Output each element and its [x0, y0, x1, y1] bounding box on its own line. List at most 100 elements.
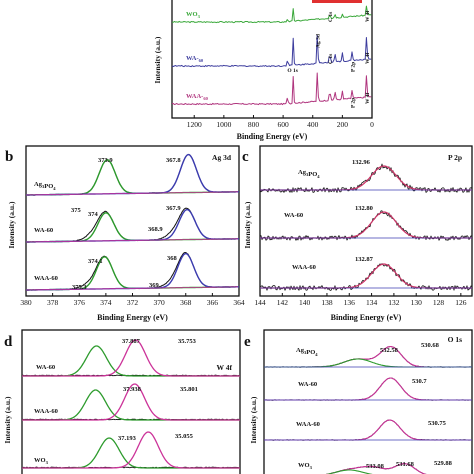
w4f-peak-label: 35.801 [180, 386, 198, 393]
survey-x-tick-label: 1200 [187, 120, 202, 129]
survey-x-tick-label: 400 [307, 120, 319, 129]
ag3d-raw-spectrum [26, 252, 240, 291]
ag3d-y-axis-title: Intensity (a.u.) [7, 201, 16, 248]
survey-annotation-p2p: P 2p [350, 62, 356, 72]
survey-annotation-w4f: W 4f [365, 92, 371, 104]
ag3d-peak-label: 374 [88, 211, 99, 218]
survey-annotation-p2p: P 2p [350, 98, 356, 108]
ag3d-sample-label-wa60: WA-60 [34, 227, 53, 234]
ag3d-x-axis-title: Binding Energy (eV) [97, 313, 168, 322]
p2p-sample-label-waa60: WAA-60 [292, 264, 316, 271]
w4f-fit-peak-4f52 [22, 345, 240, 377]
ag3d-panel-title: Ag 3d [212, 153, 232, 162]
o1s-peak-label: 530.7 [412, 378, 427, 385]
survey-y-axis-title: Intensity (a.u.) [153, 36, 162, 83]
ag3d-x-tick-label: 374 [100, 298, 112, 307]
o1s-sample-label-waa60: WAA-60 [296, 421, 320, 428]
survey-x-tick-label: 0 [370, 120, 374, 129]
ag3d-x-tick-label: 370 [154, 298, 166, 307]
p2p-fit-envelope [260, 165, 472, 191]
o1s-fit-peak-secondary [325, 469, 373, 474]
ag3d-x-tick-label: 368 [180, 298, 192, 307]
w4f-peak-label: 35.055 [175, 433, 194, 440]
o1s-peak-label: 530.68 [421, 342, 440, 349]
survey-x-axis-title: Binding Energy (eV) [237, 132, 308, 141]
survey-series-label: WO3 [186, 11, 201, 19]
ag3d-peak-label: 367.8 [166, 157, 181, 164]
ag3d-peak-label: 367.9 [166, 205, 181, 212]
p2p-sample-label-ag3po4: Ag3PO4 [298, 169, 320, 179]
o1s-peak-label: 531.68 [396, 461, 415, 468]
survey-annotation-c1s: C 1s [328, 54, 334, 64]
o1s-raw-spectrum [264, 377, 473, 401]
ag3d-peak-label: 375.3 [72, 284, 87, 291]
ag3d-fit-peak-3d32 [26, 208, 239, 243]
w4f-peak-label: 37.938 [123, 386, 142, 393]
survey-series-line [171, 34, 372, 68]
ag3d-peak-label: 368 [167, 255, 178, 262]
survey-annotation-c1s: C 1s [328, 12, 334, 22]
ag3d-frame [25, 145, 240, 297]
w4f-peak-label: 35.753 [178, 338, 197, 345]
survey-annotation-ag3d: Ag 3d [315, 34, 321, 48]
p2p-x-tick-label: 140 [299, 298, 311, 307]
o1s-sample-label-wa60: WA-60 [298, 381, 317, 388]
survey-annotation-w4f: W 4f [365, 52, 371, 64]
w4f-sample-label-waa60: WAA-60 [34, 408, 58, 415]
ag3d-peak-label: 373.9 [98, 157, 113, 164]
o1s-peak-label: 533.08 [366, 463, 385, 470]
p2p-x-tick-label: 134 [366, 298, 378, 307]
p2p-x-tick-label: 144 [254, 298, 266, 307]
w4f-peak-label: 37.193 [118, 435, 137, 442]
o1s-peak-label: 532.58 [380, 347, 399, 354]
ag3d-background [26, 191, 238, 196]
survey-series-label: WAA-60 [186, 93, 209, 101]
p2p-raw-spectrum [259, 163, 473, 193]
w4f-sample-label-wo3: WO3 [34, 457, 49, 465]
o1s-fit-peak-secondary [264, 358, 472, 368]
p2p-sample-label-wa60: WA-60 [284, 212, 303, 219]
ag3d-fit-peak-3d32 [26, 252, 239, 291]
o1s-sample-label-ag3po4: Ag3PO4 [296, 347, 318, 357]
p2p-peak-label: 132.80 [355, 205, 373, 212]
o1s-y-axis-title: Intensity (a.u.) [249, 396, 258, 443]
w4f-frame [21, 329, 241, 474]
ag3d-peak-label: 375 [71, 207, 82, 214]
p2p-x-tick-label: 130 [411, 298, 423, 307]
survey-series-line [172, 72, 372, 106]
w4f-fit-peak-4f72 [22, 431, 240, 469]
survey-series-line [171, 5, 372, 24]
p2p-frame [259, 145, 473, 297]
o1s-panel-title: O 1s [448, 335, 462, 344]
o1s-fit-envelope [264, 377, 472, 401]
survey-x-tick-label: 1000 [216, 120, 231, 129]
w4f-peak-label: 37.887 [122, 338, 141, 345]
p2p-x-tick-label: 128 [433, 298, 445, 307]
p2p-panel-title: P 2p [448, 153, 462, 162]
p2p-x-tick-label: 142 [277, 298, 289, 307]
survey-frame [171, 0, 373, 119]
ag3d-x-tick-label: 376 [74, 298, 86, 307]
ag3d-panel-letter: b [5, 149, 13, 165]
ag3d-x-tick-label: 372 [127, 298, 139, 307]
survey-x-tick-label: 800 [248, 120, 260, 129]
p2p-peak-label: 132.87 [355, 256, 374, 263]
p2p-panel-letter: c [242, 149, 249, 165]
p2p-y-axis-title: Intensity (a.u.) [243, 201, 252, 248]
ag3d-x-tick-label: 378 [47, 298, 59, 307]
w4f-fit-peak-4f72 [22, 339, 240, 377]
ag3d-x-tick-label: 366 [207, 298, 219, 307]
o1s-fit-envelope [325, 463, 427, 474]
o1s-frame [263, 329, 473, 474]
w4f-panel-letter: d [4, 334, 13, 350]
p2p-peak-label: 132.96 [352, 159, 371, 166]
ag3d-x-tick-label: 364 [233, 298, 245, 307]
ag3d-peak-label: 369 [149, 282, 160, 289]
o1s-sample-label-wo3: WO3 [298, 462, 313, 470]
survey-legend-strip [312, 0, 362, 3]
ag3d-fit-peak-3d52 [26, 256, 239, 291]
w4f-panel-title: W 4f [217, 363, 233, 372]
ag3d-x-tick-label: 380 [20, 298, 32, 307]
w4f-y-axis-title: Intensity (a.u.) [3, 396, 12, 443]
